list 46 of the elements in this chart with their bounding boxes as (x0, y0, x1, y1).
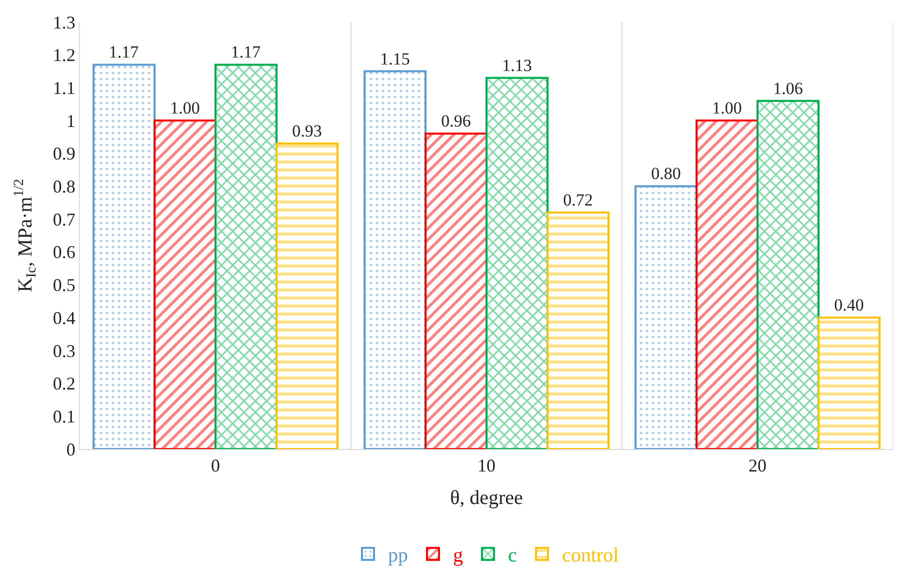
y-tick-label: 0.9 (52, 144, 76, 164)
data-label: 1.15 (380, 49, 410, 68)
x-tick-label: 20 (748, 456, 766, 476)
x-tick-label: 0 (211, 456, 220, 476)
y-tick-label: 0 (66, 439, 76, 460)
data-label: 1.00 (170, 98, 200, 118)
y-tick-label: 0.7 (52, 209, 76, 230)
text: g (453, 544, 463, 567)
y-tick-label: 0.5 (52, 275, 76, 296)
bar (817, 316, 880, 449)
bar (546, 212, 610, 449)
bar (486, 76, 548, 449)
data-label: 0.93 (292, 122, 322, 141)
x-axis-title: θ, degree (450, 487, 524, 510)
bar (364, 70, 427, 449)
data-label: 1.17 (230, 42, 262, 62)
y-tick-label: 0.3 (52, 340, 76, 361)
data-label: 1.00 (712, 98, 742, 118)
y-tick-label: 1.1 (52, 78, 76, 98)
bar (214, 64, 278, 449)
bar (154, 120, 216, 449)
text: control (562, 544, 620, 567)
bar (634, 185, 698, 449)
data-label: 0.40 (834, 296, 864, 315)
bar (756, 100, 820, 449)
y-tick-label: 1.3 (52, 12, 76, 32)
bar (92, 64, 156, 449)
data-label: 1.13 (502, 56, 532, 75)
y-tick-label: 1.2 (52, 45, 76, 66)
bar (275, 142, 338, 449)
text: c (508, 544, 517, 567)
y-tick-label: 0.1 (52, 406, 76, 426)
data-label: 0.72 (563, 190, 593, 210)
bar (696, 120, 758, 449)
data-label: 0.96 (441, 112, 471, 131)
bar (424, 132, 488, 449)
y-tick-label: 0.6 (52, 242, 76, 262)
y-tick-label: 0.4 (52, 308, 76, 328)
data-label: 0.80 (651, 164, 681, 184)
text: pp (388, 544, 408, 567)
data-label: 1.17 (108, 42, 140, 62)
x-tick-label: 10 (478, 456, 496, 476)
data-label: 1.06 (773, 78, 803, 98)
y-tick-label: 0.2 (52, 374, 76, 394)
y-tick-label: 0.8 (52, 176, 76, 197)
y-tick-label: 1 (66, 110, 76, 131)
